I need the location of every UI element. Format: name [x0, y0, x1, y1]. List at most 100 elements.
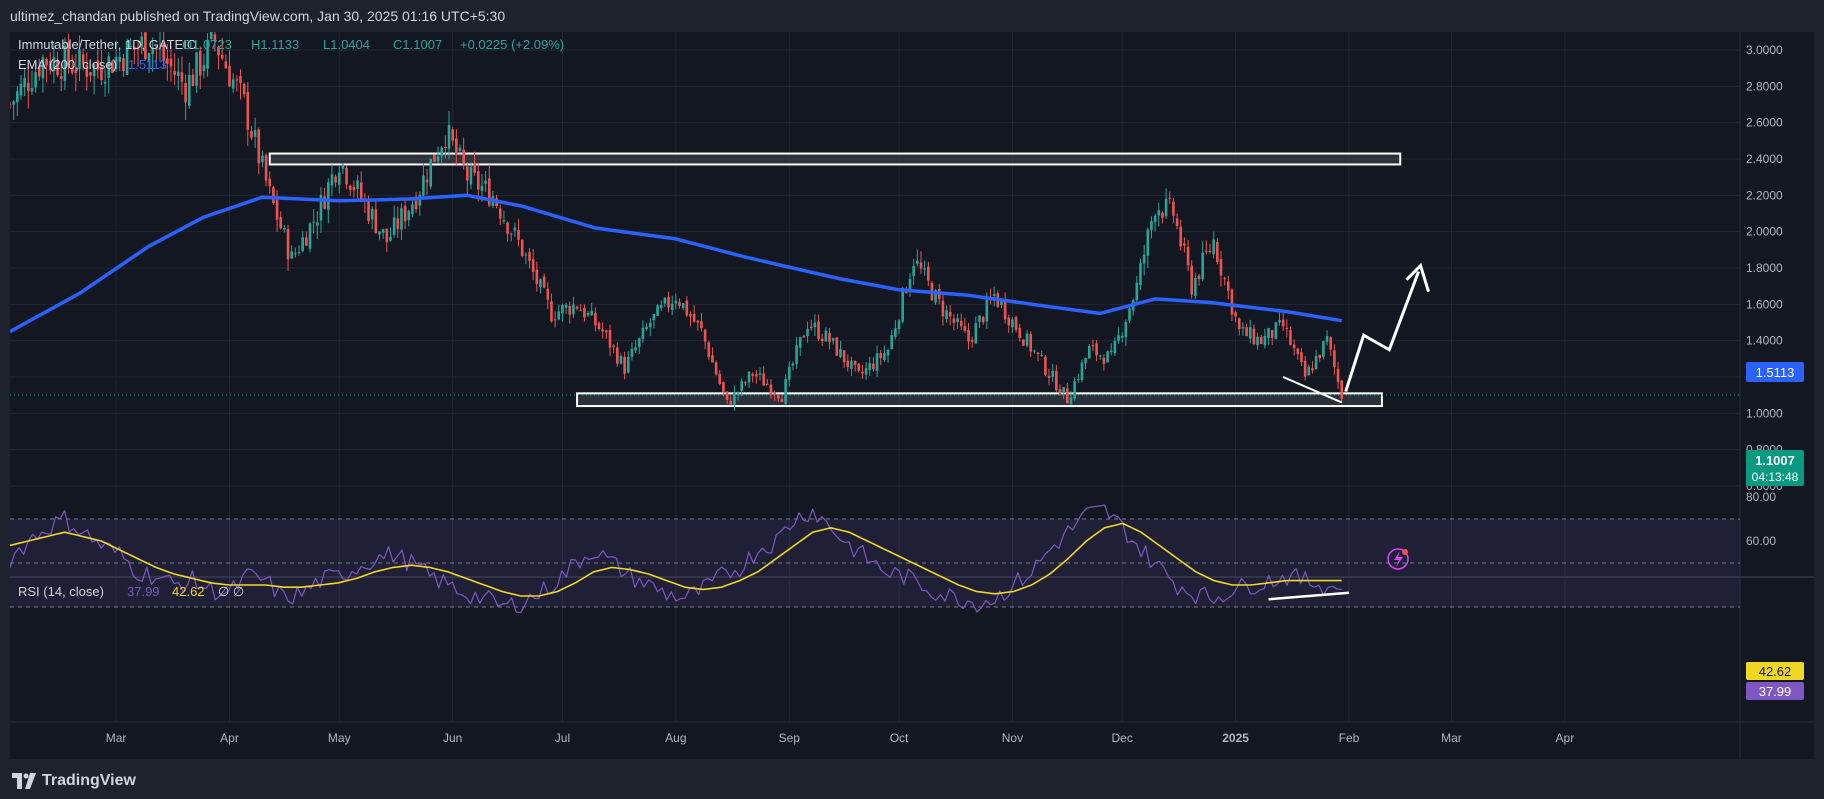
candle [1073, 377, 1076, 401]
candle [12, 100, 15, 121]
candle [1033, 349, 1036, 354]
candle [129, 38, 133, 49]
candle-body [41, 57, 45, 79]
candle [1117, 327, 1120, 344]
candle [162, 26, 165, 69]
candle-body [758, 373, 762, 375]
candle [1292, 339, 1296, 356]
candle-body [542, 276, 546, 288]
footer-brand[interactable]: TradingView [42, 771, 136, 789]
candle [1120, 332, 1124, 343]
candle-body [1055, 370, 1058, 391]
candle [1285, 319, 1289, 338]
candle-body [85, 64, 89, 77]
candle [824, 327, 828, 342]
candle [648, 318, 652, 337]
candle-body [806, 328, 809, 337]
candle-body [444, 146, 447, 148]
candle-body [978, 315, 981, 322]
candle-body [1087, 346, 1091, 359]
candle [959, 313, 963, 330]
candle [268, 171, 272, 194]
candle-body [396, 218, 400, 229]
candle [703, 328, 707, 350]
candle [381, 228, 385, 239]
candle-body [1098, 355, 1102, 357]
candle [853, 360, 857, 372]
candle [312, 209, 315, 234]
candle-body [831, 338, 835, 341]
candle-body [755, 374, 758, 377]
candle-body [1267, 328, 1270, 339]
candle [184, 74, 187, 120]
candle [392, 205, 396, 238]
candle [809, 319, 813, 331]
candle-body [670, 303, 674, 311]
candle-body [30, 88, 34, 92]
candle [872, 357, 875, 372]
candle [81, 48, 85, 71]
candle-body [206, 39, 209, 69]
candle-body [872, 363, 875, 370]
candle-body [147, 53, 151, 62]
time-tick-label: Dec [1112, 731, 1133, 745]
time-tick-label: Sep [779, 731, 801, 745]
candle-body [820, 338, 824, 342]
candle-body [513, 227, 517, 231]
candle [1164, 188, 1168, 220]
price-chart-svg[interactable]: 3.0000 2.8000 2.6000 2.4000 2.2000 2.0000 1.80… [8, 26, 1814, 759]
candle [422, 163, 425, 198]
candle [8, 101, 12, 110]
candle-body [155, 48, 158, 50]
candle [418, 191, 422, 216]
candle-body [959, 320, 963, 327]
candle-body [191, 74, 195, 86]
tradingview-logo-icon[interactable] [12, 772, 36, 789]
candle-body [539, 279, 542, 287]
candle [923, 260, 926, 276]
candle-body [963, 325, 967, 331]
candle-body [839, 348, 842, 357]
candle [70, 54, 74, 76]
candle [1311, 361, 1314, 374]
candle-body [1318, 354, 1322, 359]
candle-body [594, 312, 597, 326]
candle-body [283, 228, 286, 230]
candle-body [744, 382, 747, 384]
candle-body [451, 129, 454, 141]
alert-lightning-icon[interactable] [1387, 548, 1409, 570]
candle [1303, 355, 1307, 381]
candle [1336, 361, 1340, 389]
candle [140, 31, 144, 55]
candle-body [144, 32, 147, 60]
candle [396, 206, 400, 238]
candle [1109, 343, 1113, 356]
candle [663, 296, 667, 307]
candle-body [334, 176, 337, 183]
candle-body [1234, 312, 1237, 317]
candle [433, 154, 436, 163]
candle [1098, 354, 1102, 360]
candle [305, 231, 308, 246]
candle-body [378, 231, 381, 235]
candle-body [652, 314, 656, 321]
candle [919, 251, 923, 274]
candle [1267, 327, 1270, 345]
candle [378, 231, 381, 241]
price-badge [1746, 450, 1804, 486]
candle-body [725, 391, 729, 400]
chart-area[interactable]: 3.0000 2.8000 2.6000 2.4000 2.2000 2.0000 1.80… [8, 26, 1814, 759]
candle [316, 211, 319, 239]
candle [597, 321, 601, 331]
candle [667, 291, 670, 313]
rsi-badge-text: 37.99 [1759, 684, 1792, 699]
candle [831, 337, 835, 345]
candle-body [861, 371, 864, 374]
candle-body [1241, 326, 1245, 329]
candle-body [883, 353, 886, 360]
candle [992, 286, 996, 307]
candle [1289, 326, 1292, 346]
candle [37, 58, 41, 81]
candle [564, 302, 568, 314]
candle [155, 46, 158, 67]
